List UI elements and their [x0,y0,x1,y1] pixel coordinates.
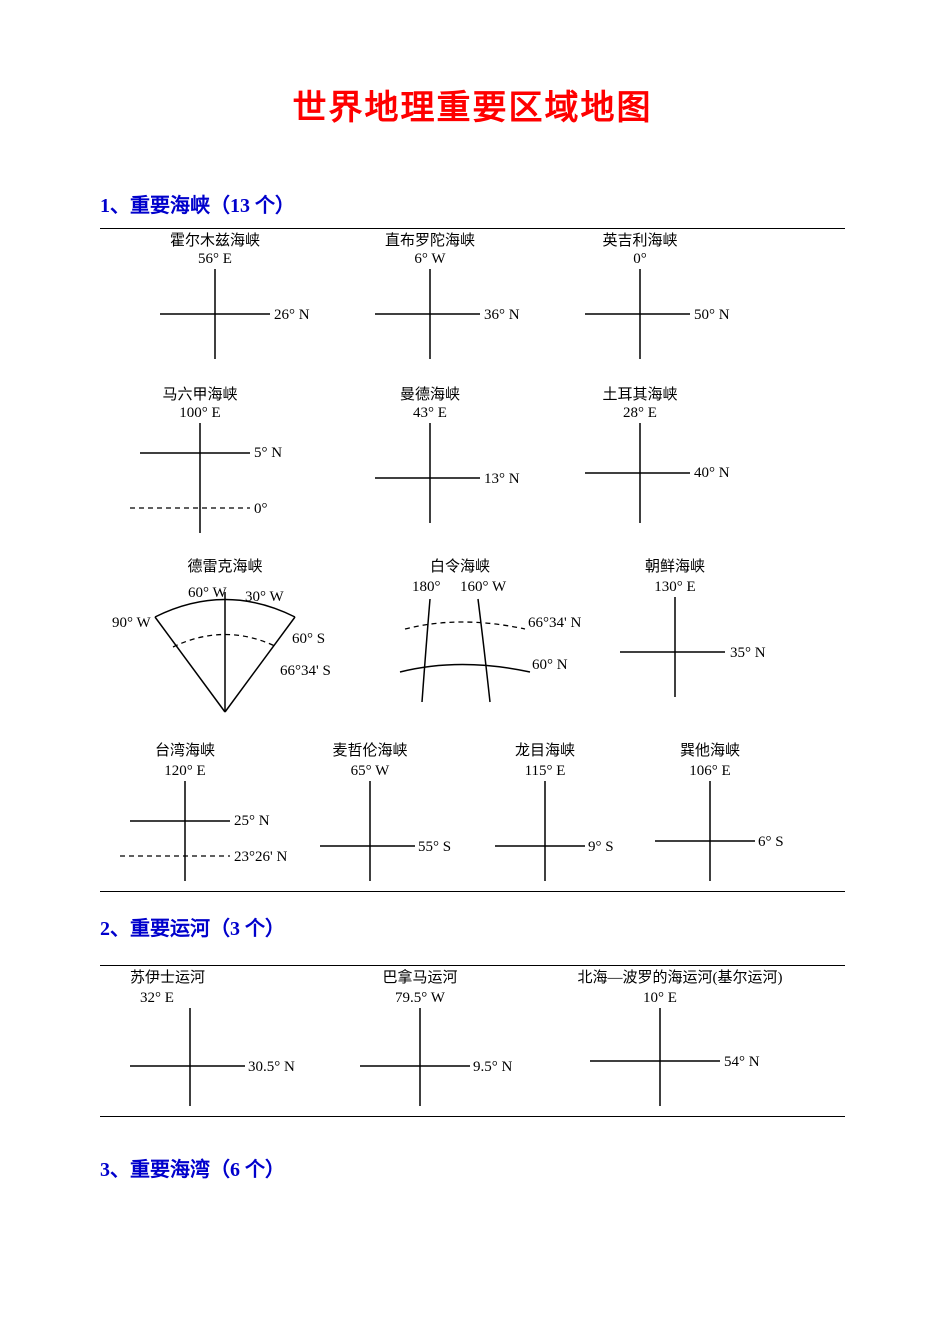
strait-lat: 6° S [758,834,784,851]
strait-lon: 6° W [414,251,445,268]
canal-lon: 79.5° W [395,990,445,1007]
canal-name: 北海—波罗的海运河(基尔运河) [578,970,783,987]
strait-lat: 9° S [588,839,614,856]
strait-name: 土耳其海峡 [602,387,677,404]
strait-lat: 26° N [274,307,310,324]
strait-lat: 13° N [484,471,520,488]
bering-lon-160w: 160° W [460,579,506,596]
straits-row-4: 台湾海峡 120° E 25° N 23°26' N 麦哲伦海峡 65° W 5 [100,741,845,892]
canal-lat: 30.5° N [248,1059,295,1076]
bering-lon-180: 180° [412,579,441,596]
page: 世界地理重要区域地图 1、重要海峡（13 个） 霍尔木兹海峡 56° E 26°… [0,0,945,1252]
section-1-heading: 1、重要海峡（13 个） [100,189,845,218]
section-3-heading: 3、重要海湾（6 个） [100,1153,845,1182]
strait-lat: 36° N [484,307,520,324]
bering-lat-6634n: 66°34' N [528,615,581,632]
straits-row-2: 马六甲海峡 100° E 5° N 0° 曼德海峡 43° E 13° N [100,383,845,543]
canal-name: 巴拿马运河 [382,970,457,987]
strait-name: 台湾海峡 [155,743,215,760]
canal-name: 苏伊士运河 [130,970,205,987]
strait-lon: 43° E [413,405,447,422]
strait-name: 麦哲伦海峡 [332,743,407,760]
strait-name: 德雷克海峡 [187,559,262,576]
strait-lon: 106° E [689,763,730,780]
strait-lon: 130° E [654,579,695,596]
strait-lat2: 0° [254,501,268,518]
strait-name: 朝鲜海峡 [645,559,705,576]
strait-lon: 115° E [525,763,566,780]
strait-lat: 25° N [234,813,270,830]
strait-name: 英吉利海峡 [602,233,677,250]
strait-name: 直布罗陀海峡 [385,233,475,250]
strait-lon: 65° W [351,763,390,780]
canal-lat: 9.5° N [473,1059,512,1076]
section-2-heading: 2、重要运河（3 个） [100,912,845,941]
strait-name: 龙目海峡 [515,743,575,760]
strait-lon: 100° E [179,405,220,422]
strait-lon: 120° E [164,763,205,780]
straits-row-3: 德雷克海峡 90° W 60° W 30° W 60° S 66°34' S [100,557,845,727]
strait-name: 白令海峡 [430,559,490,576]
strait-lon: 28° E [623,405,657,422]
strait-lat: 40° N [694,465,730,482]
strait-name: 霍尔木兹海峡 [170,233,260,250]
straits-row-1: 霍尔木兹海峡 56° E 26° N 直布罗陀海峡 6° W 36° N [100,228,845,369]
bering-lat-60n: 60° N [532,657,568,674]
canal-lon: 10° E [643,990,677,1007]
strait-lon: 56° E [198,251,232,268]
strait-lat: 50° N [694,307,730,324]
canals-row: 苏伊士运河 32° E 30.5° N 巴拿马运河 79.5° W 9.5° N [100,965,845,1117]
strait-lat: 5° N [254,445,282,462]
strait-lat: 35° N [730,645,766,662]
strait-lat: 55° S [418,839,451,856]
strait-lat2: 23°26' N [234,849,287,866]
strait-name: 马六甲海峡 [162,387,237,404]
canal-lon: 32° E [140,990,174,1007]
strait-name: 巽他海峡 [680,743,740,760]
strait-lon: 0° [633,251,647,268]
drake-lon-60w: 60° W [188,585,227,602]
drake-lon-90w: 90° W [112,615,151,632]
canal-lat: 54° N [724,1054,760,1071]
page-title: 世界地理重要区域地图 [100,80,845,129]
drake-lat-60s: 60° S [292,631,325,648]
drake-lon-30w: 30° W [245,589,284,606]
strait-name: 曼德海峡 [400,387,460,404]
drake-lat-6634s: 66°34' S [280,663,331,680]
